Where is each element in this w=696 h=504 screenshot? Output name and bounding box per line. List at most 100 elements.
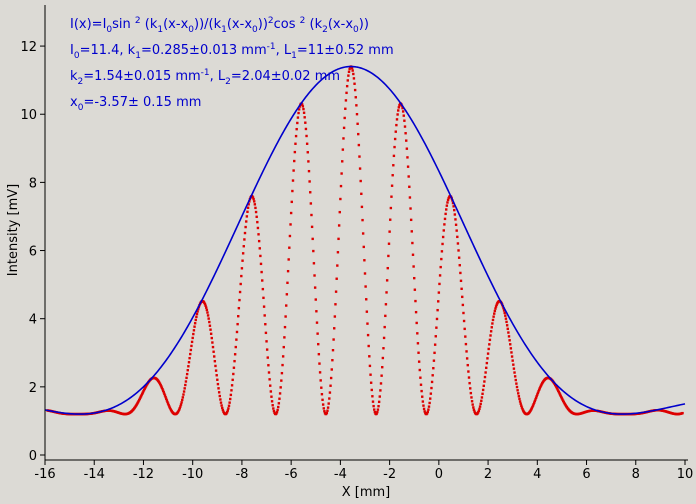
data-point [505, 320, 508, 324]
data-point [284, 315, 287, 318]
data-point [215, 374, 218, 377]
data-point [426, 410, 429, 414]
data-point [232, 372, 235, 376]
data-point [487, 347, 490, 351]
data-point [282, 345, 285, 349]
data-point [283, 325, 287, 329]
data-point [245, 220, 248, 223]
data-point [512, 367, 516, 370]
data-point [310, 213, 313, 217]
data-point [253, 200, 256, 203]
data-point [423, 410, 426, 413]
data-point [446, 198, 450, 202]
data-point [368, 355, 371, 358]
data-point [506, 327, 509, 331]
data-point [311, 237, 314, 241]
data-point [327, 402, 330, 405]
data-point [220, 404, 223, 407]
data-point [317, 342, 320, 346]
data-point [178, 407, 181, 410]
data-point [139, 396, 142, 399]
data-point [278, 392, 282, 395]
data-point [391, 174, 394, 177]
data-point [341, 148, 345, 151]
data-point [258, 247, 261, 250]
x-axis-label: X [mm] [342, 485, 391, 500]
data-point [461, 303, 465, 307]
data-point [313, 274, 316, 277]
data-point [205, 306, 208, 309]
data-point [358, 155, 361, 158]
data-point [301, 103, 304, 106]
data-point [358, 167, 362, 170]
data-point [494, 307, 497, 310]
data-point [315, 310, 318, 313]
y-tick-label: 12 [20, 40, 37, 55]
data-point [302, 111, 306, 114]
x-tick-label: 8 [632, 467, 640, 482]
data-point [395, 123, 398, 127]
data-point [216, 382, 220, 386]
data-point [280, 379, 283, 382]
data-point [434, 335, 437, 338]
data-point [268, 378, 271, 381]
data-point [414, 299, 417, 303]
data-point [301, 105, 305, 108]
data-point [489, 334, 492, 337]
data-point [266, 356, 269, 359]
data-point [396, 113, 399, 116]
data-point [536, 391, 540, 395]
data-point [428, 401, 431, 405]
data-point [367, 344, 370, 348]
data-point [291, 179, 295, 182]
x-ticks: -16 -14 -12 -10 -8 -6 -4 -2 0 2 4 6 8 10 [34, 460, 693, 482]
data-point [161, 388, 164, 391]
data-point [370, 388, 373, 392]
data-point [492, 315, 495, 318]
data-point [245, 215, 249, 218]
data-point [286, 269, 290, 273]
data-point [483, 380, 486, 383]
data-point [421, 395, 424, 398]
data-point [451, 201, 455, 205]
data-point [521, 407, 524, 411]
data-point [193, 322, 197, 325]
data-point [331, 359, 334, 362]
x-tick-label: 0 [435, 467, 443, 482]
data-point [212, 350, 215, 353]
x-tick-label: 4 [533, 467, 541, 482]
data-point [281, 355, 285, 358]
data-point [389, 206, 393, 210]
data-point [209, 332, 213, 335]
data-point [559, 394, 562, 398]
data-point [344, 99, 348, 102]
data-point [190, 344, 193, 348]
x-tick-label: -8 [235, 467, 248, 482]
data-point [265, 340, 268, 343]
data-point [304, 121, 307, 124]
data-point [321, 403, 325, 406]
data-point [397, 109, 400, 112]
data-point [188, 356, 191, 360]
data-point [439, 265, 442, 269]
data-point [352, 77, 356, 80]
data-point [447, 196, 450, 200]
data-point [681, 411, 684, 415]
data-point [366, 333, 370, 337]
data-point [336, 251, 340, 254]
data-point [510, 351, 513, 354]
data-point [395, 118, 399, 121]
data-point [241, 252, 245, 255]
data-point [503, 311, 506, 315]
data-point [363, 259, 366, 262]
data-point [401, 110, 405, 113]
data-point [214, 364, 217, 368]
data-point [461, 295, 464, 299]
data-point [510, 355, 514, 358]
data-point [390, 195, 393, 198]
data-point [318, 371, 322, 374]
data-point [160, 386, 164, 389]
data-point [242, 245, 245, 248]
data-point [502, 309, 506, 312]
data-point [218, 394, 221, 398]
